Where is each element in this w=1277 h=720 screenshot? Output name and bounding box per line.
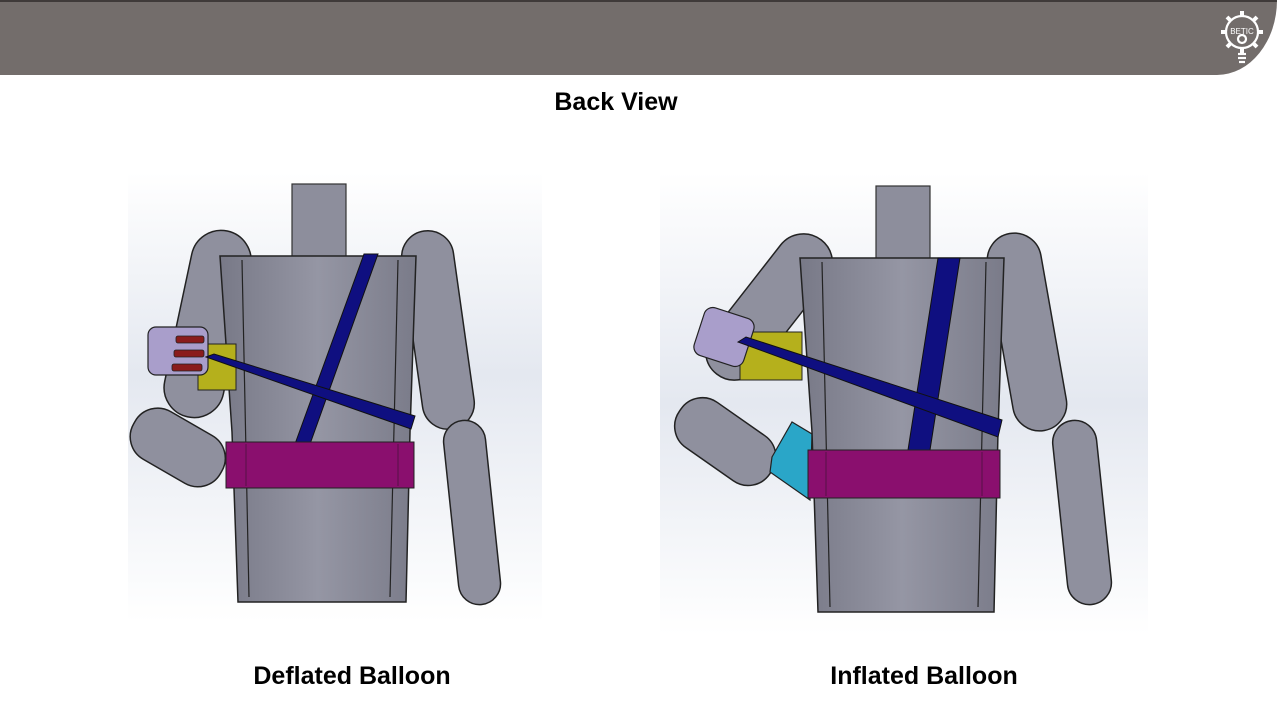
- betic-logo: BETIC: [1216, 8, 1268, 68]
- deflated-balloon-caption: Deflated Balloon: [253, 662, 451, 690]
- inflated-balloon-caption: Inflated Balloon: [830, 662, 1018, 690]
- svg-text:BETIC: BETIC: [1230, 27, 1254, 36]
- gear-lightbulb-icon: BETIC: [1221, 11, 1263, 64]
- deflated-balloon-figure: [128, 172, 542, 622]
- header-band: [0, 0, 1277, 75]
- inflated-balloon-figure: [660, 172, 1148, 635]
- page-title: Back View: [554, 88, 678, 116]
